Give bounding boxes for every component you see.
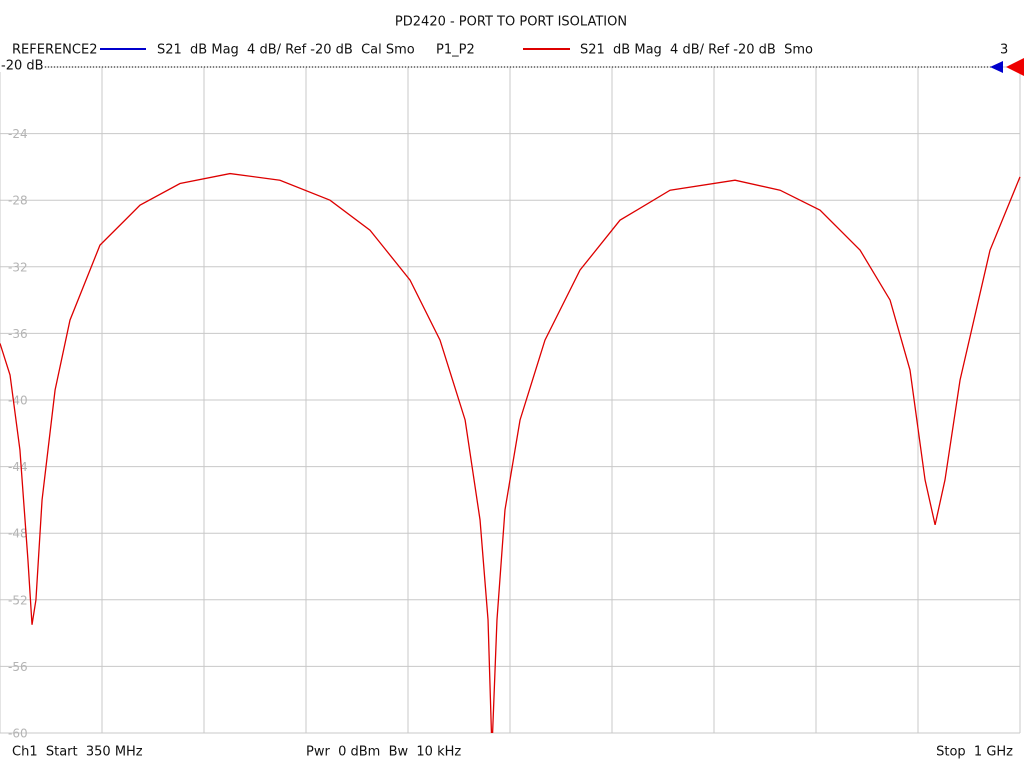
footer-start: Ch1 Start 350 MHz (12, 745, 143, 760)
footer-power: Pwr 0 dBm Bw 10 kHz (306, 745, 461, 760)
y-tick-label: -60 (8, 727, 28, 741)
y-tick-label: -52 (8, 593, 28, 607)
reference-marker (990, 61, 1003, 73)
chart-title: PD2420 - PORT TO PORT ISOLATION (395, 15, 627, 30)
reference-marker (1006, 58, 1024, 76)
reference-label-bg (0, 58, 44, 72)
y-tick-label: -48 (8, 527, 28, 541)
trace (0, 172, 1021, 733)
legend-name: REFERENCE2 (12, 43, 97, 58)
y-tick-label: -56 (8, 660, 28, 674)
legend-name: P1_P2 (436, 43, 475, 58)
y-tick-label: -24 (8, 127, 28, 141)
y-tick-label: -32 (8, 260, 28, 274)
legend-description: S21 dB Mag 4 dB/ Ref -20 dB Cal Smo (157, 43, 415, 58)
grid: -20-24-28-32-36-40-44-48-52-56-60 (0, 61, 1021, 741)
channel-number: 3 (1000, 43, 1008, 58)
y-tick-label: -28 (8, 194, 28, 208)
y-tick-label: -36 (8, 327, 28, 341)
footer-stop: Stop 1 GHz (936, 745, 1013, 760)
legend-description: S21 dB Mag 4 dB/ Ref -20 dB Smo (580, 43, 813, 58)
y-tick-label: -44 (8, 460, 28, 474)
y-tick-label: -40 (8, 394, 28, 408)
reference-label: -20 dB (1, 59, 44, 74)
